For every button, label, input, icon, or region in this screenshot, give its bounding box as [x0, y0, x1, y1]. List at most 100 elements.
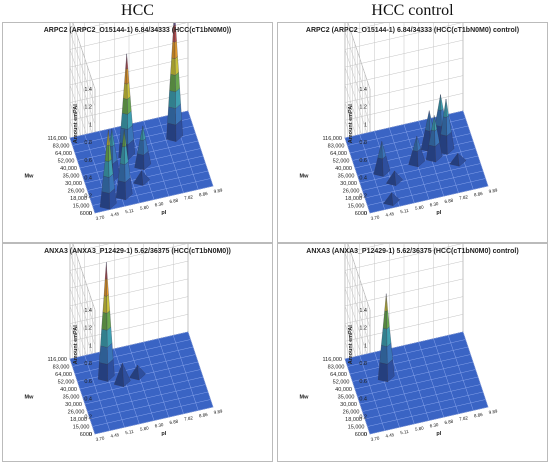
mw-tick-label: 64,000	[330, 372, 347, 378]
mw-axis-title: Mw	[300, 395, 310, 401]
panel-anxa3-control: ANXA3 (ANXA3_P12429-1) 5.62/36375 (HCC(c…	[277, 243, 548, 462]
z-tick-label: 1.2	[84, 105, 92, 111]
pi-tick-label: 7.82	[459, 194, 469, 201]
pi-tick-label: 5.80	[140, 425, 150, 432]
pi-tick-label: 6.30	[154, 422, 164, 429]
pi-tick-label: 4.45	[385, 211, 395, 218]
pi-tick-label: 6.30	[429, 422, 439, 429]
mw-tick-label: 83,000	[328, 144, 345, 150]
mw-tick-label: 26,000	[343, 410, 360, 416]
z-tick-label: 0	[89, 211, 92, 217]
z-tick-label: 0	[364, 211, 367, 217]
mw-tick-label: 6000	[80, 211, 92, 217]
pi-tick-label: 9.89	[213, 408, 223, 415]
pi-axis-title: pI	[436, 210, 441, 216]
pi-tick-label: 7.82	[184, 415, 194, 422]
z-tick-label: 1.2	[84, 326, 92, 332]
mw-tick-label: 116,000	[48, 357, 67, 363]
pi-tick-label: 8.86	[199, 412, 209, 419]
pi-tick-label: 3.70	[370, 214, 380, 221]
z-tick-labels: 0 0.2 0.4 0.6 0.8 1 1.2 1.4	[359, 308, 367, 438]
mw-tick-label: 26,000	[68, 189, 85, 195]
mw-tick-label: 64,000	[55, 151, 72, 157]
peak-2	[437, 98, 455, 155]
peak-1	[129, 364, 146, 381]
z-tick-label: 1	[364, 343, 367, 349]
peak-4	[133, 170, 150, 186]
pi-tick-label: 5.11	[125, 208, 135, 214]
z-tick-label: 0.8	[84, 140, 92, 146]
mw-tick-label: 35,000	[63, 174, 80, 180]
peak-3	[425, 115, 443, 163]
z-tick-label: 0.6	[84, 379, 92, 385]
mw-tick-label: 40,000	[60, 387, 77, 393]
z-tick-label: 0.4	[359, 176, 367, 182]
mw-tick-label: 64,000	[330, 151, 347, 157]
floor-gridlines	[69, 331, 214, 435]
pi-tick-labels: 3.70 4.45 5.11 5.80 6.30 6.88 7.82 8.86 9.89	[370, 408, 498, 442]
pi-tick-label: 6.88	[444, 198, 454, 205]
peak-7	[386, 170, 403, 186]
mw-tick-label: 30,000	[65, 181, 82, 187]
pi-tick-label: 4.45	[385, 432, 395, 439]
peak-5	[373, 141, 391, 177]
z-tick-labels: 0 0.2 0.4 0.6 0.8 1 1.2 1.4	[359, 87, 367, 217]
mw-tick-label: 40,000	[60, 166, 77, 172]
pi-tick-label: 9.89	[488, 408, 498, 415]
peak-6	[449, 153, 467, 167]
z-tick-label: 0.6	[359, 158, 367, 164]
z-tick-label: 1.4	[84, 308, 92, 314]
pi-tick-label: 7.82	[184, 194, 194, 201]
floor-gridlines	[344, 331, 489, 435]
mw-axis-title: Mw	[25, 395, 35, 401]
mw-tick-label: 52,000	[58, 159, 75, 165]
mw-tick-label: 30,000	[340, 181, 357, 187]
pi-axis-title: pI	[161, 210, 166, 216]
mw-tick-label: 15,000	[348, 425, 365, 431]
z-tick-label: 0.2	[359, 193, 367, 199]
peak-5	[115, 129, 133, 201]
mw-tick-label: 6000	[355, 211, 367, 217]
pi-tick-label: 3.70	[95, 435, 105, 442]
mw-tick-label: 116,000	[48, 136, 67, 142]
pi-tick-labels: 3.70 4.45 5.11 5.80 6.30 6.88 7.82 8.86 9.89	[95, 187, 223, 221]
z-tick-label: 0.6	[84, 158, 92, 164]
z-tick-label: 0.2	[84, 193, 92, 199]
column-title-hcc-control: HCC control	[371, 2, 454, 19]
pi-tick-label: 7.82	[459, 415, 469, 422]
z-tick-label: 1	[89, 343, 92, 349]
pi-tick-label: 8.86	[199, 191, 209, 198]
z-tick-label: 0.8	[84, 361, 92, 367]
pi-tick-labels: 3.70 4.45 5.11 5.80 6.30 6.88 7.82 8.86 9.89	[370, 187, 498, 221]
mw-tick-label: 18,000	[70, 417, 87, 423]
pi-tick-label: 8.86	[474, 191, 484, 198]
mw-axis-title: Mw	[25, 174, 35, 180]
mw-tick-label: 116,000	[323, 136, 342, 142]
pi-tick-label: 5.80	[415, 425, 425, 432]
chart-title: ARPC2 (ARPC2_O15144-1) 6.84/34333 (HCC(c…	[305, 27, 520, 34]
pi-axis-title: pI	[161, 431, 166, 437]
mw-axis-title: Mw	[300, 174, 310, 180]
z-tick-label: 1.4	[359, 87, 367, 93]
z-tick-label: 0.6	[359, 379, 367, 385]
mw-tick-label: 52,000	[333, 380, 350, 386]
z-tick-label: 0.4	[84, 397, 92, 403]
peak-0	[166, 23, 183, 142]
mw-tick-label: 52,000	[58, 380, 75, 386]
panel-anxa3-hcc: ANXA3 (ANXA3_P12429-1) 5.62/36375 (HCC(c…	[2, 243, 273, 462]
peak-2	[114, 363, 131, 387]
pi-tick-label: 6.88	[169, 198, 179, 205]
pi-tick-labels: 3.70 4.45 5.11 5.80 6.30 6.88 7.82 8.86 9.89	[95, 408, 223, 442]
z-tick-label: 1.2	[359, 105, 367, 111]
z-tick-label: 0.8	[359, 361, 367, 367]
mw-tick-label: 30,000	[340, 402, 357, 408]
